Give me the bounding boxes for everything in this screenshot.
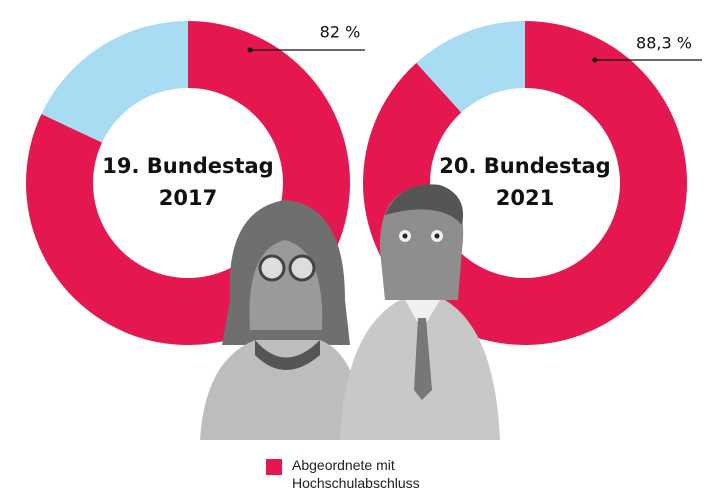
legend: Abgeordnete mit Hochschulabschluss [266, 456, 442, 492]
center-subtitle: 2017 [159, 186, 217, 210]
value-label: 82 % [320, 23, 361, 42]
center-title: 20. Bundestag [439, 154, 610, 178]
donut-segment [416, 21, 525, 113]
center-title: 19. Bundestag [102, 154, 273, 178]
leader-dot [592, 57, 598, 63]
legend-label: Abgeordnete mit Hochschulabschluss [292, 457, 420, 491]
value-label: 88,3 % [636, 34, 692, 53]
center-subtitle: 2021 [496, 186, 554, 210]
illustration [200, 184, 500, 440]
leader-dot [247, 47, 253, 53]
donuts: 19. Bundestag 2017 82 % 20. Bundestag 2021 88… [26, 21, 702, 345]
legend-swatch [266, 459, 282, 475]
donut-segment [41, 21, 189, 143]
